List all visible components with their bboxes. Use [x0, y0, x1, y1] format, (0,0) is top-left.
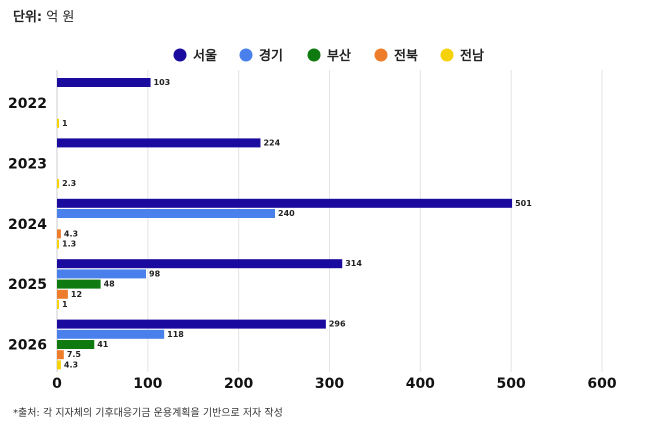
- legend-swatch: [307, 48, 321, 62]
- category-2023: 2023: [8, 156, 47, 172]
- bar-2023-5: [57, 179, 60, 189]
- data-label-2026-5: 4.3: [64, 360, 78, 369]
- bar-2026-1: [57, 319, 326, 329]
- data-label-2026-3: 41: [97, 340, 109, 349]
- legend-item-3: 부산: [307, 48, 351, 64]
- data-label-2024-5: 1.3: [62, 240, 76, 249]
- bar-2025-5: [57, 300, 59, 309]
- data-label-2023-1: 224: [263, 138, 280, 147]
- data-label-2022-1: 103: [154, 78, 171, 87]
- legend-label: 전남: [460, 48, 484, 64]
- bar-2024-2: [57, 209, 275, 218]
- x-tick-100: 100: [133, 376, 162, 392]
- x-tick-600: 600: [587, 376, 616, 392]
- category-2025: 2025: [8, 277, 47, 293]
- bar-2022-5: [57, 118, 59, 128]
- bar-2026-3: [57, 340, 95, 349]
- unit-note: 단위: 억 원: [13, 6, 74, 25]
- data-label-2024-4: 4.3: [64, 229, 78, 238]
- data-label-2026-2: 118: [167, 330, 184, 339]
- x-tick-0: 0: [52, 376, 62, 392]
- data-label-2025-4: 12: [71, 290, 82, 299]
- x-tick-400: 400: [406, 376, 435, 392]
- bar-2024-1: [57, 198, 513, 208]
- bar-group-2025: 314 98 48 121: [57, 259, 362, 309]
- legend-item-1: 서울: [173, 48, 217, 64]
- bar-2025-4: [57, 289, 68, 299]
- bar-2026-5: [57, 360, 61, 370]
- data-label-2024-2: 240: [278, 209, 295, 218]
- bar-group-2022: 103 1: [57, 78, 170, 128]
- bar-2025-3: [57, 279, 101, 289]
- x-tick-300: 300: [315, 376, 344, 392]
- category-2026: 2026: [8, 338, 47, 354]
- bar-group-2026: 296 118 41 7.54.3: [57, 319, 346, 370]
- source-note: *출처: 각 지자체의 기후대응기금 운용계획을 기반으로 저자 작성: [13, 408, 283, 419]
- legend-label: 서울: [193, 48, 217, 64]
- bar-2026-4: [57, 350, 64, 360]
- bar-2025-1: [57, 259, 343, 269]
- bar-2024-5: [57, 239, 59, 249]
- bar-2025-2: [57, 269, 147, 279]
- bar-2026-2: [57, 329, 165, 339]
- category-2024: 2024: [8, 217, 47, 233]
- data-label-2026-1: 296: [329, 320, 346, 329]
- x-tick-500: 500: [497, 376, 526, 392]
- data-label-2026-4: 7.5: [67, 350, 82, 359]
- legend-label: 전북: [394, 48, 418, 64]
- legend-label: 부산: [327, 48, 351, 64]
- legend-swatch: [440, 48, 454, 62]
- unit-value: 억 원: [46, 10, 75, 25]
- data-label-2023-5: 2.3: [62, 179, 76, 188]
- bar-2024-4: [57, 229, 61, 239]
- legend-item-4: 전북: [374, 48, 418, 64]
- bar-group-2024: 501 240 4.3 1.3: [57, 198, 532, 249]
- legend-label: 경기: [259, 48, 283, 64]
- x-tick-200: 200: [224, 376, 253, 392]
- bar-2022-1: [57, 78, 151, 87]
- legend-swatch: [374, 48, 388, 62]
- legend: 서울 경기 부산 전북 전남: [173, 48, 484, 64]
- legend-swatch: [239, 48, 253, 62]
- legend-item-2: 경기: [239, 48, 283, 64]
- legend-swatch: [173, 48, 187, 62]
- category-labels: 2022 2023 2024 2025 2026: [8, 96, 47, 354]
- data-label-2025-1: 314: [345, 259, 362, 268]
- data-label-2025-5: 1: [62, 300, 68, 309]
- data-label-2025-2: 98: [149, 269, 161, 278]
- unit-label: 단위:: [13, 10, 43, 25]
- data-label-2024-1: 501: [515, 199, 532, 208]
- x-tick-labels: 0 100 200 300 400 500 600: [52, 376, 617, 392]
- data-label-2022-5: 1: [62, 119, 68, 128]
- data-label-2025-3: 48: [104, 280, 116, 289]
- category-2022: 2022: [8, 96, 47, 112]
- legend-item-5: 전남: [440, 48, 484, 64]
- bars: 10312242.35012404.31.3314984812129611841…: [57, 78, 532, 370]
- bar-group-2023: 224 2.3: [57, 138, 281, 189]
- bar-2023-1: [57, 138, 261, 148]
